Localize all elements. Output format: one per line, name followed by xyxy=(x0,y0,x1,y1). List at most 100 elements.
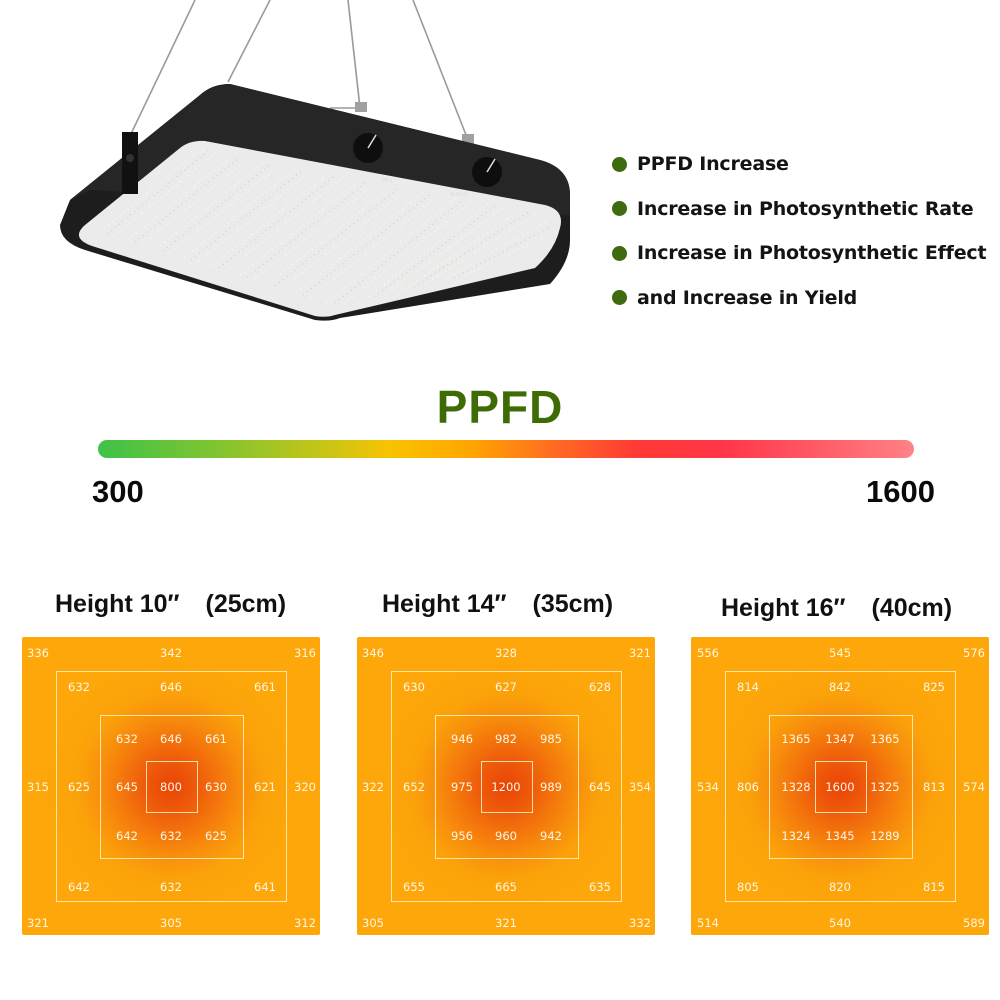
ppfd-value: 1324 xyxy=(781,829,811,843)
ppfd-value: 328 xyxy=(495,646,517,660)
ppfd-value: 635 xyxy=(589,880,611,894)
ppfd-min-label: 300 xyxy=(92,474,144,509)
ring-inner xyxy=(769,715,913,859)
ppfd-value: 625 xyxy=(68,780,90,794)
ppfd-value: 814 xyxy=(737,680,759,694)
ppfd-value: 545 xyxy=(829,646,851,660)
ppfd-value: 630 xyxy=(403,680,425,694)
ppfd-value: 661 xyxy=(205,732,227,746)
ppfd-value: 1365 xyxy=(781,732,811,746)
ppfd-value: 842 xyxy=(829,680,851,694)
feature-item: and Increase in Yield xyxy=(612,276,992,321)
ppfd-value: 540 xyxy=(829,916,851,930)
ppfd-value: 825 xyxy=(923,680,945,694)
heatmap-heading-10in: Height 10″ (25cm) xyxy=(55,590,286,619)
ppfd-heatmap-10in: 336 342 316 315 320 321 305 312 632 646 … xyxy=(22,637,320,935)
ppfd-value: 655 xyxy=(403,880,425,894)
ppfd-value: 354 xyxy=(629,780,651,794)
feature-label: and Increase in Yield xyxy=(637,286,858,309)
bullet-icon xyxy=(612,245,627,261)
ppfd-value: 315 xyxy=(27,780,49,794)
feature-list: PPFD Increase Increase in Photosynthetic… xyxy=(612,142,992,320)
ppfd-value: 646 xyxy=(160,732,182,746)
ppfd-gradient-bar xyxy=(98,440,914,458)
ppfd-value: 589 xyxy=(963,916,985,930)
ppfd-value: 813 xyxy=(923,780,945,794)
ppfd-value: 982 xyxy=(495,732,517,746)
ppfd-value: 956 xyxy=(451,829,473,843)
ppfd-title: PPFD xyxy=(436,381,564,433)
ppfd-value: 642 xyxy=(68,880,90,894)
ring-inner xyxy=(435,715,579,859)
bullet-icon xyxy=(612,156,627,172)
ppfd-value: 332 xyxy=(629,916,651,930)
ppfd-heatmap-16in: 556 545 576 534 574 514 540 589 814 842 … xyxy=(691,637,989,935)
ppfd-value: 985 xyxy=(540,732,562,746)
ppfd-value: 806 xyxy=(737,780,759,794)
ppfd-value: 625 xyxy=(205,829,227,843)
ppfd-value: 514 xyxy=(697,916,719,930)
ppfd-value: 621 xyxy=(254,780,276,794)
ppfd-value: 960 xyxy=(495,829,517,843)
power-socket xyxy=(122,132,138,194)
ppfd-value: 1325 xyxy=(870,780,900,794)
ppfd-value: 646 xyxy=(160,680,182,694)
height-inches: Height 14″ xyxy=(382,590,507,618)
ppfd-value: 645 xyxy=(116,780,138,794)
ppfd-value: 820 xyxy=(829,880,851,894)
ppfd-value: 1328 xyxy=(781,780,811,794)
ring-outer xyxy=(391,671,622,902)
ppfd-value: 975 xyxy=(451,780,473,794)
ring-inner xyxy=(100,715,244,859)
ring-center xyxy=(146,761,198,813)
feature-label: Increase in Photosynthetic Rate xyxy=(637,197,974,220)
ppfd-heatmap-14in: 346 328 321 322 354 305 321 332 630 627 … xyxy=(357,637,655,935)
ppfd-max-label: 1600 xyxy=(866,474,935,509)
ppfd-center-value: 1600 xyxy=(825,780,855,794)
ppfd-value: 630 xyxy=(205,780,227,794)
ring-outer xyxy=(725,671,956,902)
ppfd-value: 942 xyxy=(540,829,562,843)
ppfd-value: 321 xyxy=(27,916,49,930)
ppfd-value: 556 xyxy=(697,646,719,660)
ppfd-value: 305 xyxy=(362,916,384,930)
ppfd-value: 946 xyxy=(451,732,473,746)
height-cm: (40cm) xyxy=(871,594,953,622)
ppfd-value: 346 xyxy=(362,646,384,660)
feature-item: PPFD Increase xyxy=(612,142,992,187)
ppfd-value: 312 xyxy=(294,916,316,930)
feature-item: Increase in Photosynthetic Effect xyxy=(612,231,992,276)
ppfd-value: 305 xyxy=(160,916,182,930)
ppfd-value: 665 xyxy=(495,880,517,894)
ppfd-value: 627 xyxy=(495,680,517,694)
ppfd-value: 815 xyxy=(923,880,945,894)
ring-center xyxy=(481,761,533,813)
ppfd-center-value: 1200 xyxy=(491,780,521,794)
height-inches: Height 16″ xyxy=(721,594,846,622)
ppfd-value: 321 xyxy=(629,646,651,660)
ppfd-value: 320 xyxy=(294,780,316,794)
feature-label: Increase in Photosynthetic Effect xyxy=(637,242,987,265)
ppfd-value: 632 xyxy=(160,880,182,894)
ppfd-value: 632 xyxy=(160,829,182,843)
ppfd-value: 628 xyxy=(589,680,611,694)
bloom-knob: BLOOM xyxy=(450,157,502,198)
ppfd-value: 534 xyxy=(697,780,719,794)
ppfd-value: 642 xyxy=(116,829,138,843)
ppfd-value: 1289 xyxy=(870,829,900,843)
ppfd-value: 321 xyxy=(495,916,517,930)
ppfd-center-value: 800 xyxy=(160,780,182,794)
ppfd-value: 316 xyxy=(294,646,316,660)
ppfd-value: 1345 xyxy=(825,829,855,843)
ppfd-value: 661 xyxy=(254,680,276,694)
ppfd-value: 576 xyxy=(963,646,985,660)
svg-text:BLOOM: BLOOM xyxy=(450,192,468,198)
grow-light-illustration: VEG BLOOM xyxy=(60,0,570,321)
feature-item: Increase in Photosynthetic Rate xyxy=(612,187,992,232)
heatmap-heading-14in: Height 14″ (35cm) xyxy=(382,590,613,619)
height-cm: (35cm) xyxy=(532,590,614,618)
ppfd-value: 322 xyxy=(362,780,384,794)
height-cm: (25cm) xyxy=(205,590,287,618)
ppfd-value: 342 xyxy=(160,646,182,660)
ppfd-value: 652 xyxy=(403,780,425,794)
